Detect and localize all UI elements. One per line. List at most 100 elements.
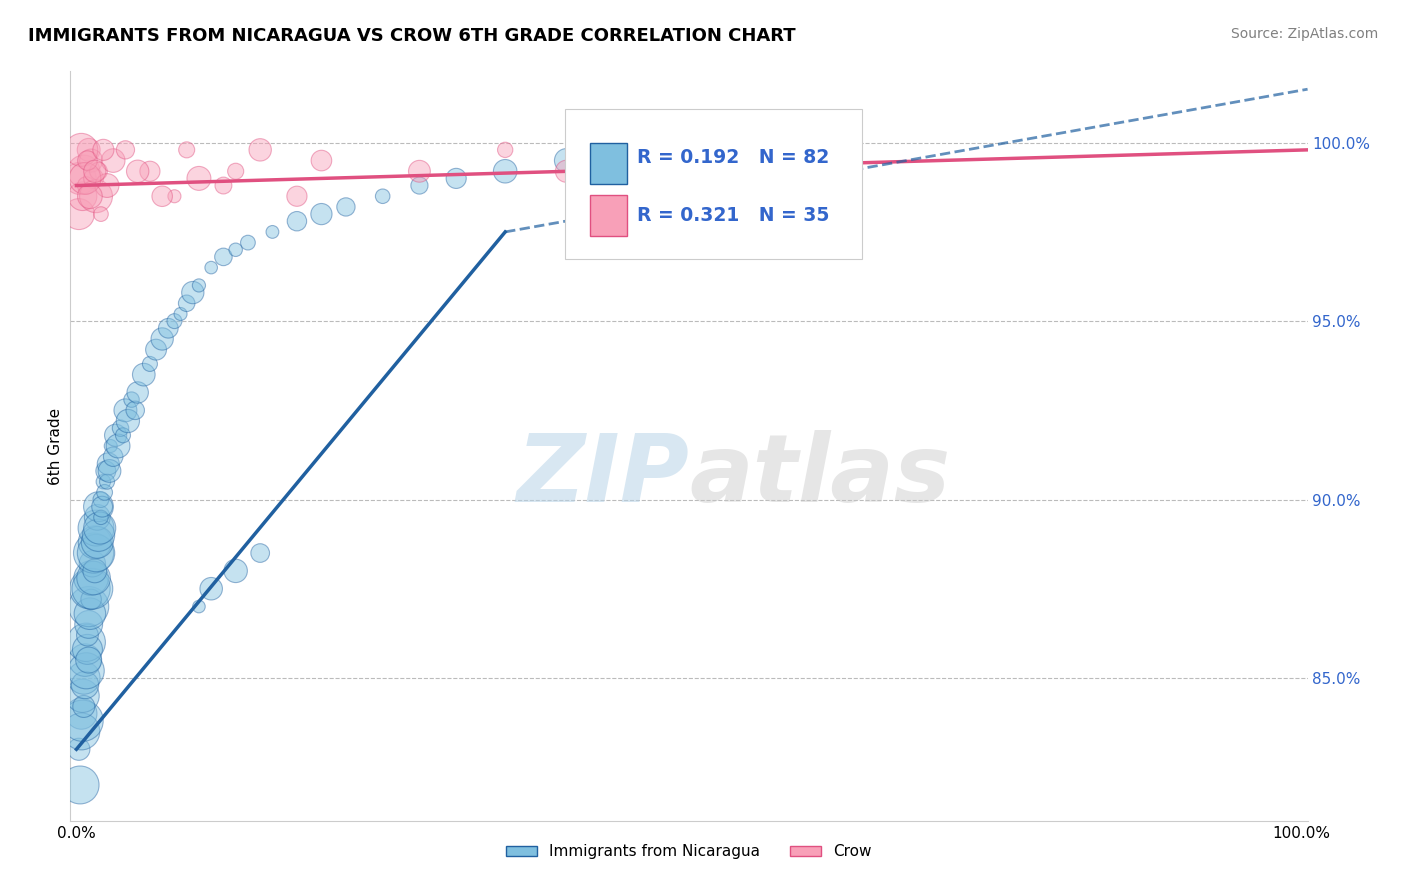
Point	[67, 207, 90, 221]
Point	[70, 143, 93, 157]
Point	[555, 153, 578, 168]
Point	[150, 189, 173, 203]
Point	[82, 582, 104, 596]
Point	[89, 521, 111, 535]
Point	[107, 439, 129, 453]
Legend: Immigrants from Nicaragua, Crow: Immigrants from Nicaragua, Crow	[501, 838, 877, 865]
Point	[69, 171, 91, 186]
Point	[408, 164, 430, 178]
Point	[249, 143, 271, 157]
Point	[73, 164, 96, 178]
Point	[187, 278, 209, 293]
Point	[678, 143, 700, 157]
Point	[73, 699, 96, 714]
Point	[169, 307, 191, 321]
Point	[94, 464, 117, 478]
Point	[494, 143, 516, 157]
Point	[150, 332, 173, 346]
Point	[311, 153, 333, 168]
Point	[70, 724, 93, 739]
Point	[87, 500, 110, 514]
Text: atlas: atlas	[689, 430, 950, 522]
Point	[371, 189, 394, 203]
Point	[212, 178, 235, 193]
Point	[132, 368, 155, 382]
Point	[83, 164, 105, 178]
Point	[335, 200, 357, 214]
Point	[69, 778, 91, 792]
Point	[96, 178, 118, 193]
Point	[117, 414, 139, 428]
Point	[225, 164, 247, 178]
Point	[444, 171, 467, 186]
Point	[72, 689, 94, 703]
Point	[187, 599, 209, 614]
Text: ZIP: ZIP	[516, 430, 689, 522]
Point	[87, 528, 110, 542]
Bar	[591, 143, 627, 184]
Point	[100, 439, 122, 453]
Point	[139, 164, 162, 178]
Point	[73, 678, 96, 692]
Point	[212, 250, 235, 264]
Point	[90, 510, 112, 524]
Point	[616, 143, 638, 157]
Point	[139, 357, 162, 371]
Point	[494, 164, 516, 178]
Point	[114, 403, 136, 417]
Point	[93, 485, 115, 500]
Point	[84, 189, 107, 203]
Point	[225, 243, 247, 257]
Point	[87, 164, 110, 178]
Point	[114, 143, 136, 157]
Point	[93, 475, 115, 489]
Point	[75, 664, 97, 678]
Point	[176, 143, 198, 157]
Point	[83, 171, 105, 186]
Point	[77, 143, 100, 157]
Point	[72, 189, 94, 203]
Point	[82, 557, 104, 571]
Point	[83, 535, 105, 549]
Text: R = 0.321   N = 35: R = 0.321 N = 35	[637, 206, 830, 225]
Point	[93, 143, 115, 157]
Point	[408, 178, 430, 193]
Point	[90, 492, 112, 507]
Point	[101, 153, 124, 168]
Point	[236, 235, 259, 250]
Point	[181, 285, 204, 300]
Point	[101, 450, 124, 464]
Point	[86, 535, 108, 549]
Bar	[591, 195, 627, 236]
Point	[83, 571, 105, 585]
Text: Source: ZipAtlas.com: Source: ZipAtlas.com	[1230, 27, 1378, 41]
Point	[91, 500, 114, 514]
Point	[200, 260, 222, 275]
Point	[79, 189, 101, 203]
Point	[311, 207, 333, 221]
Point	[75, 635, 97, 649]
Point	[86, 510, 108, 524]
Point	[127, 385, 149, 400]
Point	[111, 428, 134, 442]
Point	[79, 582, 101, 596]
Point	[70, 706, 93, 721]
Point	[73, 671, 96, 685]
Point	[80, 571, 103, 585]
Text: IMMIGRANTS FROM NICARAGUA VS CROW 6TH GRADE CORRELATION CHART: IMMIGRANTS FROM NICARAGUA VS CROW 6TH GR…	[28, 27, 796, 45]
Y-axis label: 6th Grade: 6th Grade	[48, 408, 63, 484]
Point	[121, 392, 143, 407]
Point	[80, 592, 103, 607]
Point	[76, 153, 98, 168]
Point	[83, 546, 105, 560]
Point	[249, 546, 271, 560]
Point	[98, 464, 121, 478]
Point	[96, 475, 118, 489]
Point	[176, 296, 198, 310]
Point	[73, 653, 96, 667]
Point	[84, 546, 107, 560]
Point	[97, 457, 120, 471]
Point	[75, 178, 97, 193]
Text: R = 0.192   N = 82: R = 0.192 N = 82	[637, 148, 830, 167]
Point	[76, 642, 98, 657]
